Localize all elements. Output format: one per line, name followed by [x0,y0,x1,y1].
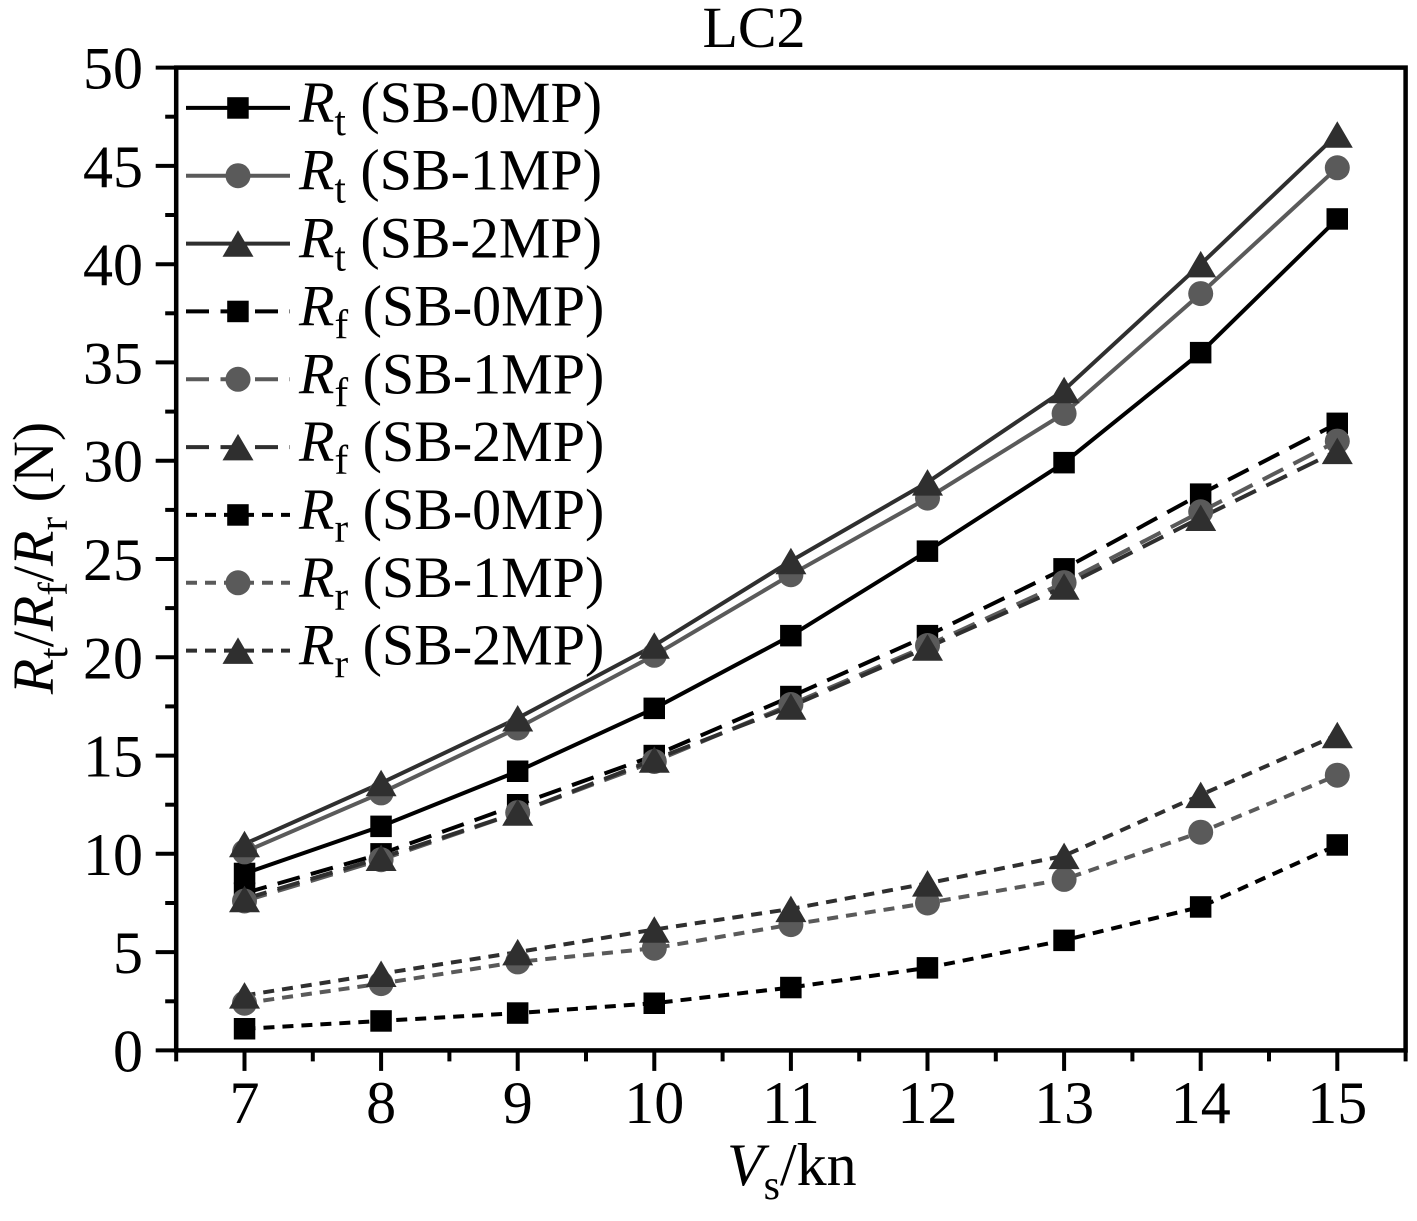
svg-text:40: 40 [83,232,143,298]
svg-text:Rf (SB-0MP): Rf (SB-0MP) [298,273,604,347]
svg-text:35: 35 [83,330,143,396]
svg-text:Rt (SB-2MP): Rt (SB-2MP) [298,206,602,280]
svg-text:Rr (SB-1MP): Rr (SB-1MP) [298,545,604,619]
svg-text:Rf (SB-2MP): Rf (SB-2MP) [298,409,604,483]
svg-text:7: 7 [230,1070,260,1136]
svg-text:Rr (SB-2MP): Rr (SB-2MP) [298,613,604,687]
svg-text:11: 11 [762,1070,820,1136]
svg-text:Rt (SB-1MP): Rt (SB-1MP) [298,138,602,212]
svg-text:20: 20 [83,625,143,691]
svg-text:Rt/Rf/Rr (N): Rt/Rf/Rr (N) [1,422,76,695]
svg-text:Vs/kn: Vs/kn [727,1132,857,1209]
svg-text:15: 15 [83,724,143,790]
svg-text:0: 0 [113,1018,143,1084]
svg-text:Rt (SB-0MP): Rt (SB-0MP) [298,70,602,144]
svg-text:9: 9 [503,1070,533,1136]
svg-text:45: 45 [83,134,143,200]
svg-text:12: 12 [898,1070,958,1136]
svg-text:Rf (SB-1MP): Rf (SB-1MP) [298,341,604,415]
svg-text:25: 25 [83,527,143,593]
svg-text:15: 15 [1307,1070,1367,1136]
svg-text:10: 10 [624,1070,684,1136]
svg-text:10: 10 [83,822,143,888]
svg-text:14: 14 [1171,1070,1231,1136]
svg-text:LC2: LC2 [702,0,805,60]
svg-text:Rr (SB-0MP): Rr (SB-0MP) [298,477,604,551]
svg-text:13: 13 [1034,1070,1094,1136]
svg-text:8: 8 [366,1070,396,1136]
svg-text:30: 30 [83,429,143,495]
svg-text:5: 5 [113,920,143,986]
svg-text:50: 50 [83,36,143,102]
